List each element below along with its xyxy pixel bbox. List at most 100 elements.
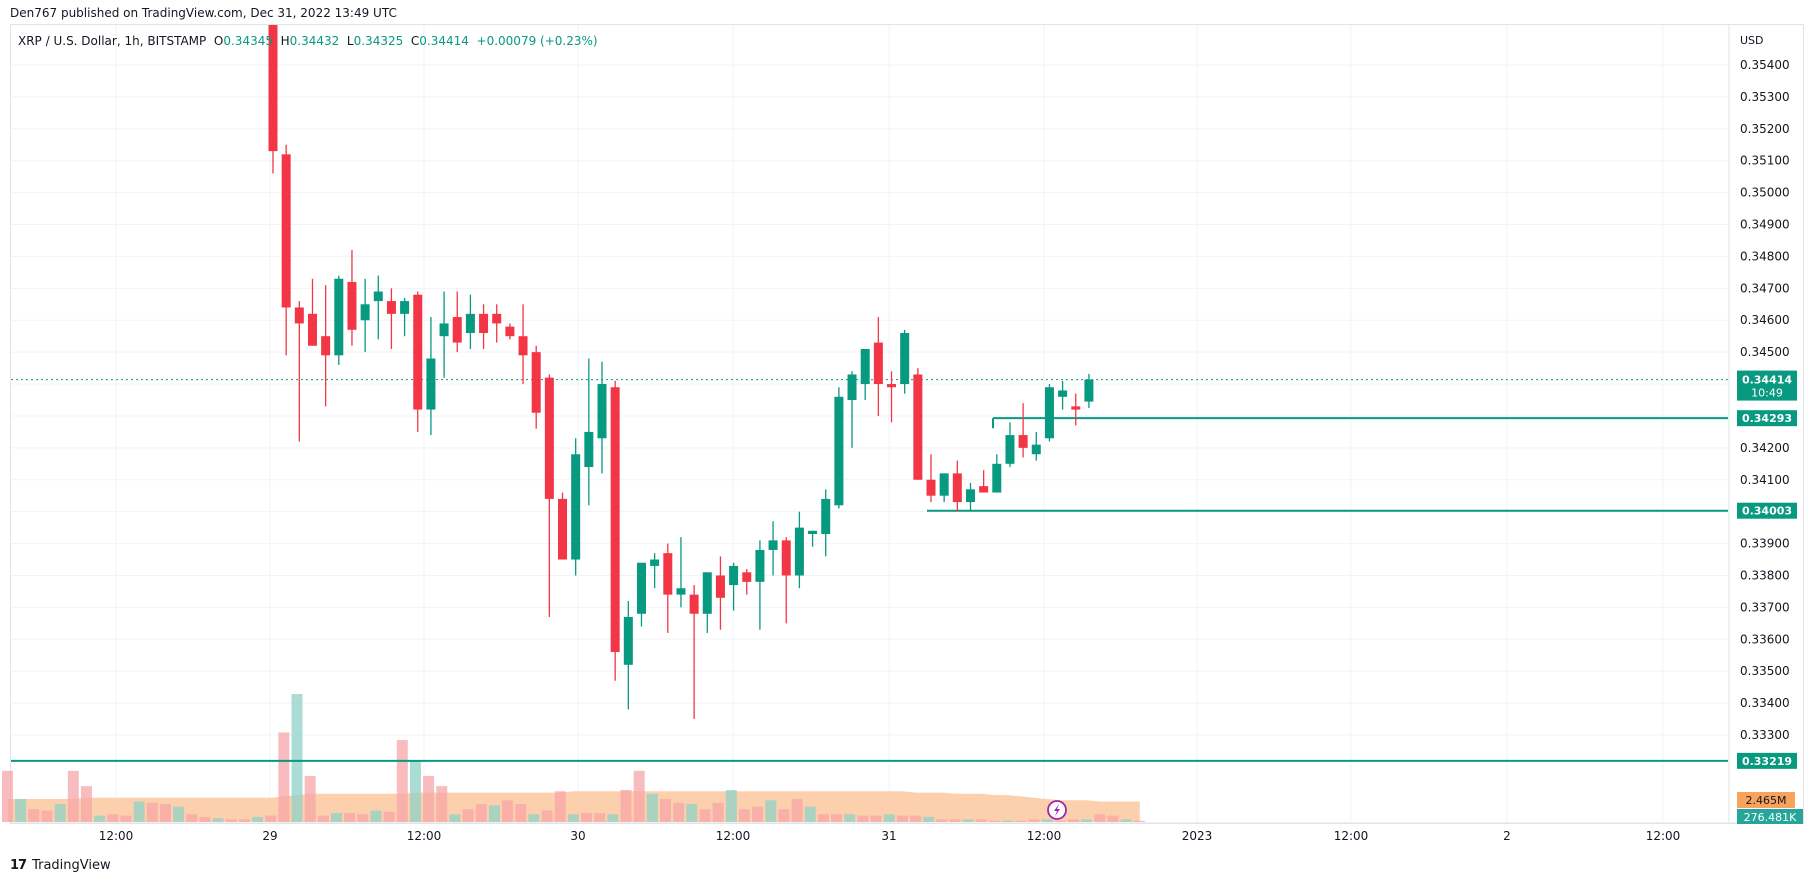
candle-body[interactable] <box>492 313 502 324</box>
candle-body[interactable] <box>715 575 725 598</box>
volume-bar <box>949 819 961 822</box>
candle-body[interactable] <box>926 479 936 496</box>
candle-body[interactable] <box>676 588 686 595</box>
volume-bar <box>1002 820 1014 822</box>
volume-bar <box>159 804 171 822</box>
candle-body[interactable] <box>650 559 660 566</box>
volume-bar <box>1094 814 1106 822</box>
volume-bar <box>541 810 553 822</box>
price-tick-label: 0.34200 <box>1740 441 1790 455</box>
volume-bar <box>620 790 632 822</box>
candle-body[interactable] <box>294 307 304 324</box>
candle-body[interactable] <box>413 294 423 410</box>
candle-body[interactable] <box>887 384 897 388</box>
candle-body[interactable] <box>347 281 357 330</box>
candle-body[interactable] <box>860 348 870 385</box>
volume-bar <box>278 732 290 822</box>
volume-bar <box>146 802 158 822</box>
candle-body[interactable] <box>360 304 370 321</box>
candle-body[interactable] <box>334 278 344 356</box>
volume-bar <box>94 815 106 822</box>
price-tick-label: 0.33900 <box>1740 537 1790 551</box>
candle-body[interactable] <box>702 572 712 614</box>
candle-body[interactable] <box>1031 444 1041 455</box>
candle-body[interactable] <box>965 489 975 503</box>
candle-body[interactable] <box>452 317 462 343</box>
candle-body[interactable] <box>1071 406 1081 410</box>
candle-body[interactable] <box>847 374 857 400</box>
candle-body[interactable] <box>1018 435 1028 448</box>
candle-body[interactable] <box>742 572 752 582</box>
volume-bar <box>2 770 13 822</box>
candle-body[interactable] <box>1005 435 1015 464</box>
candle-body[interactable] <box>979 486 989 493</box>
candle-body[interactable] <box>873 342 883 385</box>
price-tick-label: 0.34800 <box>1740 249 1790 263</box>
candle-body[interactable] <box>465 313 475 333</box>
candle-body[interactable] <box>518 336 528 356</box>
candle-body[interactable] <box>689 594 699 614</box>
candle-body[interactable] <box>479 313 489 333</box>
volume-bar <box>462 809 474 822</box>
volume-bar <box>28 809 40 822</box>
candle-body[interactable] <box>307 313 317 346</box>
candle-body[interactable] <box>386 301 396 314</box>
candle-body[interactable] <box>544 377 554 499</box>
candle-body[interactable] <box>373 291 383 302</box>
price-tick-label: 0.34700 <box>1740 281 1790 295</box>
candle-body[interactable] <box>505 326 515 337</box>
candle-body[interactable] <box>531 352 541 413</box>
candle-body[interactable] <box>623 616 633 665</box>
candle-body[interactable] <box>400 301 410 314</box>
candle-body[interactable] <box>558 498 568 560</box>
volume-bar <box>15 798 27 822</box>
candle-body[interactable] <box>834 396 844 506</box>
candle-body[interactable] <box>321 336 331 356</box>
volume-bar <box>238 819 250 822</box>
candle-body[interactable] <box>663 553 673 595</box>
volume-bar <box>291 694 303 822</box>
candle-body[interactable] <box>821 498 831 534</box>
candle-body[interactable] <box>268 25 278 152</box>
volume-bar <box>1041 819 1053 822</box>
volume-bar <box>173 806 185 822</box>
candle-body[interactable] <box>939 473 949 496</box>
candle-body[interactable] <box>281 154 291 308</box>
volume-bar <box>725 790 737 822</box>
candle-body[interactable] <box>768 540 778 550</box>
volume-bar <box>252 816 264 822</box>
volume-bar <box>831 814 843 822</box>
volume-bar <box>67 770 79 822</box>
time-tick-label: 31 <box>881 829 896 843</box>
candle-body[interactable] <box>610 387 620 653</box>
volume-bar <box>752 806 764 822</box>
candle-body[interactable] <box>1044 387 1054 439</box>
volume-badge <box>1737 809 1803 824</box>
candle-body[interactable] <box>781 540 791 576</box>
candle-body[interactable] <box>729 565 739 586</box>
candle-body[interactable] <box>794 527 804 576</box>
candle-body[interactable] <box>1058 390 1068 397</box>
volume-bar <box>1133 820 1145 822</box>
volume-bar <box>396 740 408 822</box>
candle-body[interactable] <box>1084 379 1094 402</box>
candle-body[interactable] <box>900 333 910 385</box>
candle-body[interactable] <box>952 473 962 503</box>
candle-body[interactable] <box>636 562 646 614</box>
price-tick-label: 0.35300 <box>1740 90 1790 104</box>
candle-body[interactable] <box>571 454 581 560</box>
volume-bar <box>357 814 369 822</box>
footer: 17 TradingView <box>10 858 111 873</box>
candle-body[interactable] <box>755 549 765 582</box>
candle-body[interactable] <box>597 384 607 439</box>
candle-body[interactable] <box>426 358 436 410</box>
volume-bar <box>225 819 237 822</box>
volume-bar <box>896 815 908 822</box>
candle-body[interactable] <box>439 323 449 337</box>
candle-body[interactable] <box>584 431 594 467</box>
candle-body[interactable] <box>913 374 923 480</box>
volume-bar <box>1015 820 1027 822</box>
candle-body[interactable] <box>808 530 818 534</box>
candle-body[interactable] <box>992 463 1002 493</box>
